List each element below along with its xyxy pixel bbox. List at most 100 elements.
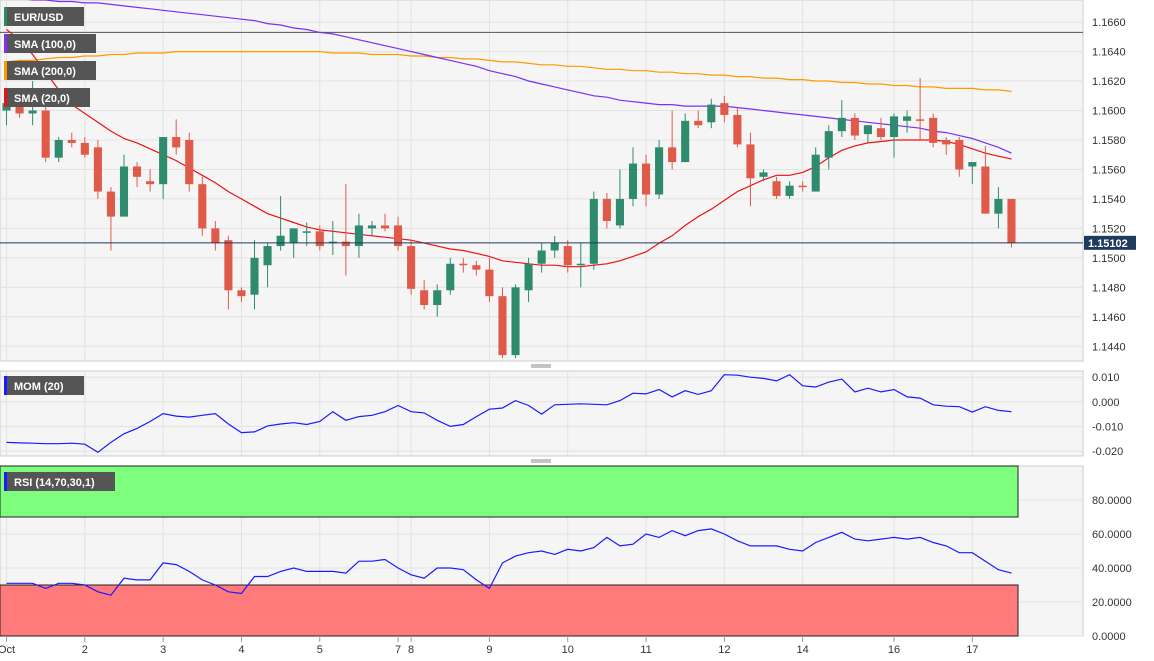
rsi-zones (0, 465, 1019, 637)
x-tick-label: 9 (486, 644, 492, 656)
candle-up (994, 187, 1003, 229)
legend-sma100-label: SMA (100,0) (14, 39, 76, 51)
candle-down (106, 187, 115, 251)
candle-up (250, 240, 259, 310)
candle-body (132, 166, 142, 177)
candle-up (263, 243, 272, 288)
candle-body (15, 103, 24, 114)
candle-up (524, 257, 533, 303)
candle-up (54, 137, 63, 163)
legend-eurusd[interactable]: EUR/USD (4, 7, 84, 26)
price-tick-label: 1.1640 (1092, 47, 1126, 59)
candle-body (850, 117, 859, 136)
candle-down (876, 117, 886, 140)
candle-up (903, 110, 912, 133)
candle-down (746, 132, 755, 207)
candle-up (707, 98, 716, 129)
current-price-bg (1084, 235, 1136, 250)
candle-down (237, 287, 246, 303)
legend-sma20-swatch (4, 88, 7, 107)
candle-up (550, 235, 559, 258)
candle-body (550, 243, 559, 251)
legend-sma20-label: SMA (20,0) (14, 93, 70, 105)
candle-down (67, 132, 76, 148)
price-tick-label: 1.1460 (1092, 312, 1126, 324)
price-tick-label: 1.1520 (1092, 223, 1126, 235)
candle-down (1007, 198, 1016, 248)
candle-body (655, 147, 664, 195)
price-tick-label: 1.1620 (1092, 76, 1126, 88)
candle-body (367, 225, 377, 229)
candle-body (472, 265, 481, 270)
candle-body (929, 117, 938, 143)
candle-body (772, 181, 781, 196)
candle-body (916, 119, 925, 121)
legend-sma200[interactable]: SMA (200,0) (4, 61, 96, 80)
candle-body (420, 290, 429, 306)
candle-up (863, 125, 872, 143)
candle-body (537, 250, 546, 264)
candle-up (615, 169, 624, 229)
price-tick-label: 1.1660 (1092, 17, 1126, 29)
legend-eurusd-label: EUR/USD (14, 12, 64, 24)
price-tick-label: 1.1500 (1092, 253, 1126, 265)
candle-body (576, 263, 585, 266)
price-tick-label: 1.1580 (1092, 135, 1126, 147)
candle-up (446, 257, 455, 295)
rsi-tick-label: 0.0000 (1092, 631, 1126, 643)
sma200-line (6, 50, 1012, 92)
candle-body (119, 166, 129, 217)
candle-body (498, 296, 507, 356)
x-tick-label: 11 (640, 644, 651, 656)
legend-sma100[interactable]: SMA (100,0) (4, 34, 96, 53)
candle-down (211, 221, 220, 251)
candle-body (67, 139, 76, 143)
candle-body (511, 287, 520, 356)
momentum-tick-label: -0.020 (1092, 446, 1123, 458)
candle-body (942, 139, 951, 145)
candle-body (563, 246, 572, 266)
candle-body (54, 139, 63, 158)
candle-down (694, 110, 703, 129)
candle-body (289, 228, 298, 244)
candle-body (1007, 198, 1016, 244)
candle-down (472, 260, 481, 276)
candle-down (41, 103, 50, 163)
candle-body (863, 125, 872, 135)
candle-down (80, 137, 89, 158)
candle-up (889, 113, 899, 158)
candle-body (159, 137, 168, 185)
candle-down (93, 139, 102, 199)
candle-body (198, 184, 207, 229)
candle-body (889, 116, 899, 138)
legend-rsi[interactable]: RSI (14,70,30,1) (4, 472, 115, 491)
momentum-tick-label: 0.010 (1092, 372, 1120, 384)
candle-up (811, 147, 820, 192)
candle-body (41, 110, 50, 158)
candle-down (942, 137, 951, 155)
candle-body (302, 231, 311, 233)
legend-sma20[interactable]: SMA (20,0) (4, 88, 90, 107)
candle-body (459, 263, 468, 266)
legend-momentum[interactable]: MOM (20) (4, 376, 84, 395)
current-price-label: 1.15102 (1088, 238, 1128, 250)
rsi-tick-label: 20.0000 (1092, 597, 1132, 609)
candle-body (994, 198, 1003, 214)
momentum-panel-resize-handle[interactable] (531, 459, 551, 463)
x-tick-label: 2 (82, 644, 88, 656)
candle-body (354, 225, 363, 247)
candle-up (681, 113, 690, 163)
candle-body (106, 191, 115, 217)
candle-down (733, 107, 742, 148)
candle-body (263, 246, 272, 266)
candle-down (850, 113, 859, 140)
candle-body (185, 139, 194, 185)
price-panel-resize-handle[interactable] (531, 364, 551, 368)
candle-body (315, 231, 324, 247)
x-tick-label: 3 (160, 644, 166, 656)
candle-up (655, 139, 664, 199)
rsi-tick-label: 40.0000 (1092, 563, 1132, 575)
candle-down (198, 176, 207, 236)
candle-body (433, 290, 442, 306)
